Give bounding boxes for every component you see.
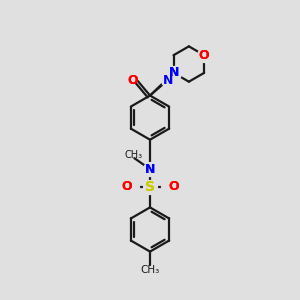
Text: N: N: [168, 66, 179, 80]
Text: N: N: [168, 66, 179, 80]
Text: S: S: [145, 180, 155, 194]
Text: CH₃: CH₃: [140, 265, 160, 275]
Text: N: N: [145, 163, 155, 176]
Text: O: O: [121, 180, 132, 193]
Text: O: O: [199, 49, 209, 62]
Text: S: S: [145, 180, 155, 194]
Text: CH₃: CH₃: [124, 150, 142, 160]
Text: O: O: [127, 74, 138, 87]
Text: O: O: [168, 180, 179, 193]
Text: O: O: [121, 180, 132, 193]
Text: O: O: [199, 49, 209, 62]
Text: O: O: [127, 74, 138, 87]
Text: N: N: [145, 163, 155, 176]
Text: O: O: [168, 180, 179, 193]
Text: N: N: [163, 74, 173, 87]
